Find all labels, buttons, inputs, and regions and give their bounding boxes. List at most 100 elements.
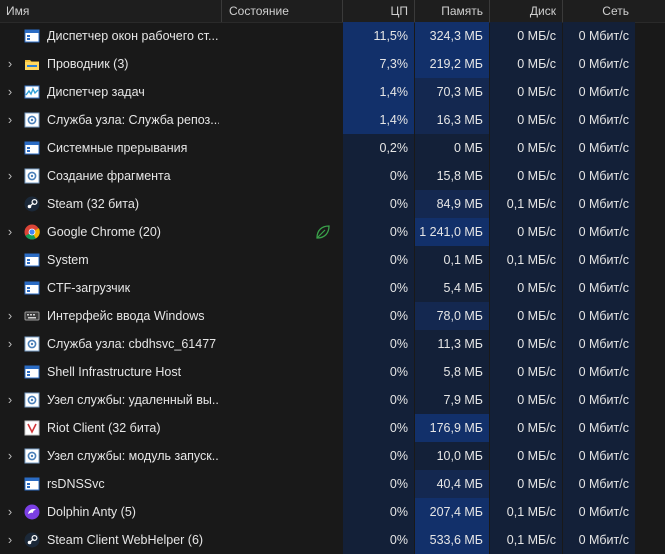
column-divider[interactable] — [414, 0, 415, 22]
cpu-cell: 0% — [343, 358, 414, 386]
process-row[interactable]: › Google Chrome (20) 0% 1 241,0 МБ 0 МБ/с 0 М… — [0, 218, 665, 246]
process-row[interactable]: › Dolphin Anty (5) 0% 207,4 МБ 0,1 МБ/с 0 Мби… — [0, 498, 665, 526]
process-row[interactable]: Системные прерывания 0,2% 0 МБ 0 МБ/с 0 Мбит… — [0, 134, 665, 162]
process-row[interactable]: rsDNSSvc 0% 40,4 МБ 0 МБ/с 0 Мбит/с — [0, 470, 665, 498]
network-cell: 0 Мбит/с — [563, 246, 635, 274]
chevron-right-icon[interactable]: › — [7, 84, 13, 99]
process-name: Узел службы: модуль запуск... — [47, 449, 219, 463]
network-cell: 0 Мбит/с — [563, 218, 635, 246]
process-name: Создание фрагмента — [47, 169, 171, 183]
column-divider[interactable] — [562, 0, 563, 22]
column-header-network[interactable]: Сеть — [602, 4, 629, 18]
process-row[interactable]: › Steam Client WebHelper (6) 0% 533,6 МБ 0,1… — [0, 526, 665, 554]
memory-cell: 207,4 МБ — [415, 498, 489, 526]
process-row[interactable]: Steam (32 бита) 0% 84,9 МБ 0,1 МБ/с 0 Мбит/с — [0, 190, 665, 218]
cpu-cell: 0% — [343, 302, 414, 330]
disk-cell: 0 МБ/с — [490, 442, 562, 470]
column-header-name[interactable]: Имя — [6, 4, 30, 18]
steam-icon — [24, 532, 40, 548]
process-row[interactable]: › Создание фрагмента 0% 15,8 МБ 0 МБ/с 0 Мбит… — [0, 162, 665, 190]
network-cell: 0 Мбит/с — [563, 526, 635, 554]
chevron-right-icon[interactable]: › — [7, 56, 13, 71]
process-row[interactable]: Диспетчер окон рабочего ст... 11,5% 324,3 … — [0, 22, 665, 50]
disk-cell: 0 МБ/с — [490, 50, 562, 78]
cpu-cell: 0% — [343, 190, 414, 218]
dolphin-icon — [24, 504, 40, 520]
column-divider[interactable] — [489, 0, 490, 22]
window-app-icon — [24, 140, 40, 156]
process-name: System — [47, 253, 89, 267]
disk-cell: 0 МБ/с — [490, 78, 562, 106]
process-row[interactable]: System 0% 0,1 МБ 0,1 МБ/с 0 Мбит/с — [0, 246, 665, 274]
network-cell: 0 Мбит/с — [563, 414, 635, 442]
process-row[interactable]: › Диспетчер задач 1,4% 70,3 МБ 0 МБ/с 0 Мбит/… — [0, 78, 665, 106]
chevron-right-icon[interactable]: › — [7, 448, 13, 463]
chevron-right-icon[interactable]: › — [7, 168, 13, 183]
gear-icon — [24, 112, 40, 128]
chevron-right-icon[interactable]: › — [7, 392, 13, 407]
window-app-icon — [24, 476, 40, 492]
process-name: Проводник (3) — [47, 57, 129, 71]
disk-cell: 0 МБ/с — [490, 358, 562, 386]
disk-cell: 0 МБ/с — [490, 22, 562, 50]
process-row[interactable]: › Узел службы: удаленный вы... 0% 7,9 МБ 0 М… — [0, 386, 665, 414]
disk-cell: 0 МБ/с — [490, 302, 562, 330]
chevron-right-icon[interactable]: › — [7, 336, 13, 351]
column-divider[interactable] — [342, 0, 343, 22]
process-name: Steam Client WebHelper (6) — [47, 533, 204, 547]
column-header-disk[interactable]: Диск — [529, 4, 556, 18]
memory-cell: 16,3 МБ — [415, 106, 489, 134]
disk-cell: 0,1 МБ/с — [490, 498, 562, 526]
window-app-icon — [24, 252, 40, 268]
chevron-right-icon[interactable]: › — [7, 224, 13, 239]
column-header-bar: Имя Состояние ЦП Память Диск Сеть — [0, 0, 665, 23]
column-header-memory[interactable]: Память — [441, 4, 483, 18]
network-cell: 0 Мбит/с — [563, 134, 635, 162]
process-row[interactable]: › Интерфейс ввода Windows 0% 78,0 МБ 0 МБ/с 0… — [0, 302, 665, 330]
process-row[interactable]: › Проводник (3) 7,3% 219,2 МБ 0 МБ/с 0 Мбит/с — [0, 50, 665, 78]
column-divider[interactable] — [221, 0, 222, 22]
memory-cell: 11,3 МБ — [415, 330, 489, 358]
column-header-cpu[interactable]: ЦП — [390, 4, 408, 18]
gear-icon — [24, 392, 40, 408]
process-row[interactable]: › Служба узла: cbdhsvc_61477 0% 11,3 МБ 0 МБ… — [0, 330, 665, 358]
network-cell: 0 Мбит/с — [563, 498, 635, 526]
memory-cell: 0,1 МБ — [415, 246, 489, 274]
chevron-right-icon[interactable]: › — [7, 504, 13, 519]
network-cell: 0 Мбит/с — [563, 302, 635, 330]
chevron-right-icon[interactable]: › — [7, 532, 13, 547]
memory-cell: 7,9 МБ — [415, 386, 489, 414]
chrome-icon — [24, 224, 40, 240]
column-header-status[interactable]: Состояние — [229, 4, 289, 18]
process-row[interactable]: CTF-загрузчик 0% 5,4 МБ 0 МБ/с 0 Мбит/с — [0, 274, 665, 302]
memory-cell: 10,0 МБ — [415, 442, 489, 470]
process-name: Интерфейс ввода Windows — [47, 309, 205, 323]
cpu-cell: 1,4% — [343, 106, 414, 134]
disk-cell: 0,1 МБ/с — [490, 246, 562, 274]
cpu-cell: 0% — [343, 386, 414, 414]
process-name: Dolphin Anty (5) — [47, 505, 136, 519]
disk-cell: 0 МБ/с — [490, 386, 562, 414]
cpu-cell: 0% — [343, 274, 414, 302]
process-name: CTF-загрузчик — [47, 281, 131, 295]
network-cell: 0 Мбит/с — [563, 190, 635, 218]
efficiency-mode-leaf-icon — [314, 223, 332, 241]
network-cell: 0 Мбит/с — [563, 162, 635, 190]
process-row[interactable]: › Служба узла: Служба репоз... 1,4% 16,3 МБ… — [0, 106, 665, 134]
riot-icon — [24, 420, 40, 436]
process-row[interactable]: › Узел службы: модуль запуск... 0% 10,0 МБ 0… — [0, 442, 665, 470]
chevron-right-icon[interactable]: › — [7, 308, 13, 323]
process-row[interactable]: Shell Infrastructure Host 0% 5,8 МБ 0 МБ/с 0… — [0, 358, 665, 386]
chevron-right-icon[interactable]: › — [7, 112, 13, 127]
process-name: Riot Client (32 бита) — [47, 421, 161, 435]
process-row[interactable]: Riot Client (32 бита) 0% 176,9 МБ 0 МБ/с 0 М… — [0, 414, 665, 442]
memory-cell: 5,8 МБ — [415, 358, 489, 386]
cpu-cell: 0% — [343, 526, 414, 554]
cpu-cell: 1,4% — [343, 78, 414, 106]
disk-cell: 0 МБ/с — [490, 134, 562, 162]
keyboard-icon — [24, 308, 40, 324]
window-app-icon — [24, 280, 40, 296]
gear-icon — [24, 448, 40, 464]
process-name: Steam (32 бита) — [47, 197, 139, 211]
